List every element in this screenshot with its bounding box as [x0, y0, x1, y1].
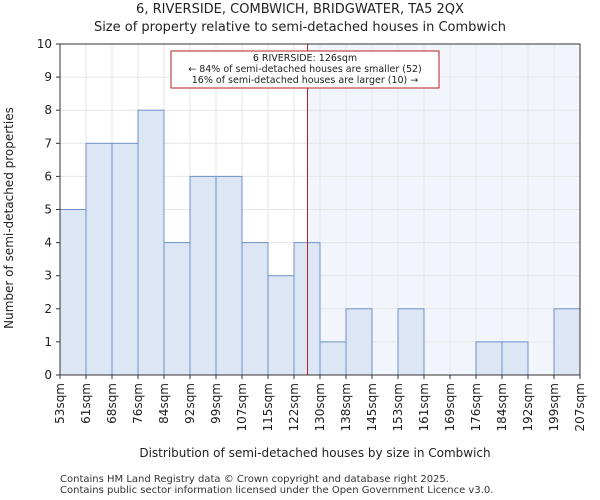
annotation-line-2: ← 84% of semi-detached houses are smalle… — [188, 64, 422, 75]
y-tick-label-7: 7 — [44, 136, 52, 150]
x-tick-label-176sqm: 176sqm — [469, 383, 483, 431]
y-tick-label-2: 2 — [44, 302, 52, 316]
x-tick-label-192sqm: 192sqm — [521, 383, 535, 431]
x-tick-label-68sqm: 68sqm — [105, 383, 119, 424]
y-axis-label: Number of semi-detached properties — [2, 107, 16, 329]
y-tick-label-0: 0 — [44, 368, 52, 382]
bar-122sqm — [293, 242, 321, 376]
x-tick-label-107sqm: 107sqm — [235, 383, 249, 431]
y-tick-label-8: 8 — [44, 103, 52, 117]
x-tick-label-161sqm: 161sqm — [417, 383, 431, 431]
footer-line-2: Contains public sector information licen… — [60, 485, 493, 496]
bar-153sqm — [397, 308, 425, 376]
bar-176sqm — [475, 341, 503, 376]
y-tick-label-9: 9 — [44, 70, 52, 84]
x-tick-label-207sqm: 207sqm — [573, 383, 587, 431]
bar-184sqm — [501, 341, 529, 376]
x-tick-label-53sqm: 53sqm — [53, 383, 67, 424]
footer-line-1: Contains HM Land Registry data © Crown c… — [60, 474, 449, 485]
x-tick-label-184sqm: 184sqm — [495, 383, 509, 431]
x-axis-ticks: 53sqm 61sqm 68sqm 76sqm 84sqm 92sqm 99sqm 107sq… — [53, 375, 587, 431]
x-tick-label-145sqm: 145sqm — [365, 383, 379, 431]
bars — [59, 109, 581, 376]
x-tick-label-76sqm: 76sqm — [131, 383, 145, 424]
y-tick-label-3: 3 — [44, 269, 52, 283]
bar-61sqm — [85, 142, 113, 376]
y-tick-label-4: 4 — [44, 236, 52, 250]
y-tick-label-10: 10 — [37, 37, 52, 51]
bar-130sqm — [319, 341, 347, 376]
x-tick-label-138sqm: 138sqm — [339, 383, 353, 431]
bar-84sqm — [163, 242, 191, 376]
bar-138sqm — [345, 308, 373, 376]
bar-92sqm — [189, 175, 217, 376]
y-axis-ticks: 0 1 2 3 4 5 6 7 8 9 10 — [37, 37, 60, 382]
annotation-line-3: 16% of semi-detached houses are larger (… — [192, 75, 419, 86]
x-axis-label: Distribution of semi-detached houses by … — [139, 446, 490, 460]
x-tick-label-153sqm: 153sqm — [391, 383, 405, 431]
y-tick-label-5: 5 — [44, 203, 52, 217]
bar-68sqm — [111, 142, 139, 376]
x-tick-label-92sqm: 92sqm — [183, 383, 197, 424]
y-tick-label-1: 1 — [44, 335, 52, 349]
bar-53sqm — [59, 209, 87, 376]
bar-76sqm — [137, 109, 165, 376]
bar-199sqm — [553, 308, 581, 376]
annotation-box: 6 RIVERSIDE: 126sqm ← 84% of semi-detach… — [170, 50, 440, 89]
y-tick-label-6: 6 — [44, 169, 52, 183]
annotation-border — [170, 50, 440, 89]
chart-subtitle: Size of property relative to semi-detach… — [94, 20, 506, 35]
x-tick-label-84sqm: 84sqm — [157, 383, 171, 424]
x-tick-label-61sqm: 61sqm — [79, 383, 93, 424]
annotation-line-1: 6 RIVERSIDE: 126sqm — [253, 53, 357, 64]
x-tick-label-115sqm: 115sqm — [261, 383, 275, 431]
chart-title: 6, RIVERSIDE, COMBWICH, BRIDGWATER, TA5 … — [136, 2, 464, 17]
bar-107sqm — [241, 242, 269, 376]
x-tick-label-169sqm: 169sqm — [443, 383, 457, 431]
x-tick-label-199sqm: 199sqm — [547, 383, 561, 431]
x-tick-label-130sqm: 130sqm — [313, 383, 327, 431]
bar-115sqm — [267, 275, 295, 376]
bar-99sqm — [215, 175, 243, 376]
x-tick-label-122sqm: 122sqm — [287, 383, 301, 431]
x-tick-label-99sqm: 99sqm — [209, 383, 223, 424]
